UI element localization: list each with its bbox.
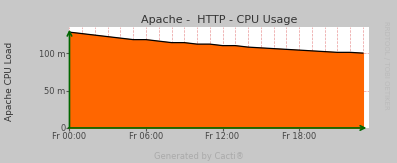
Title: Apache -  HTTP - CPU Usage: Apache - HTTP - CPU Usage [141,15,297,25]
Text: Apache CPU Load: Apache CPU Load [6,42,14,121]
Text: RRDTOOL / TOBI OETIKER: RRDTOOL / TOBI OETIKER [383,21,389,110]
Text: Generated by Cacti®: Generated by Cacti® [154,152,243,161]
